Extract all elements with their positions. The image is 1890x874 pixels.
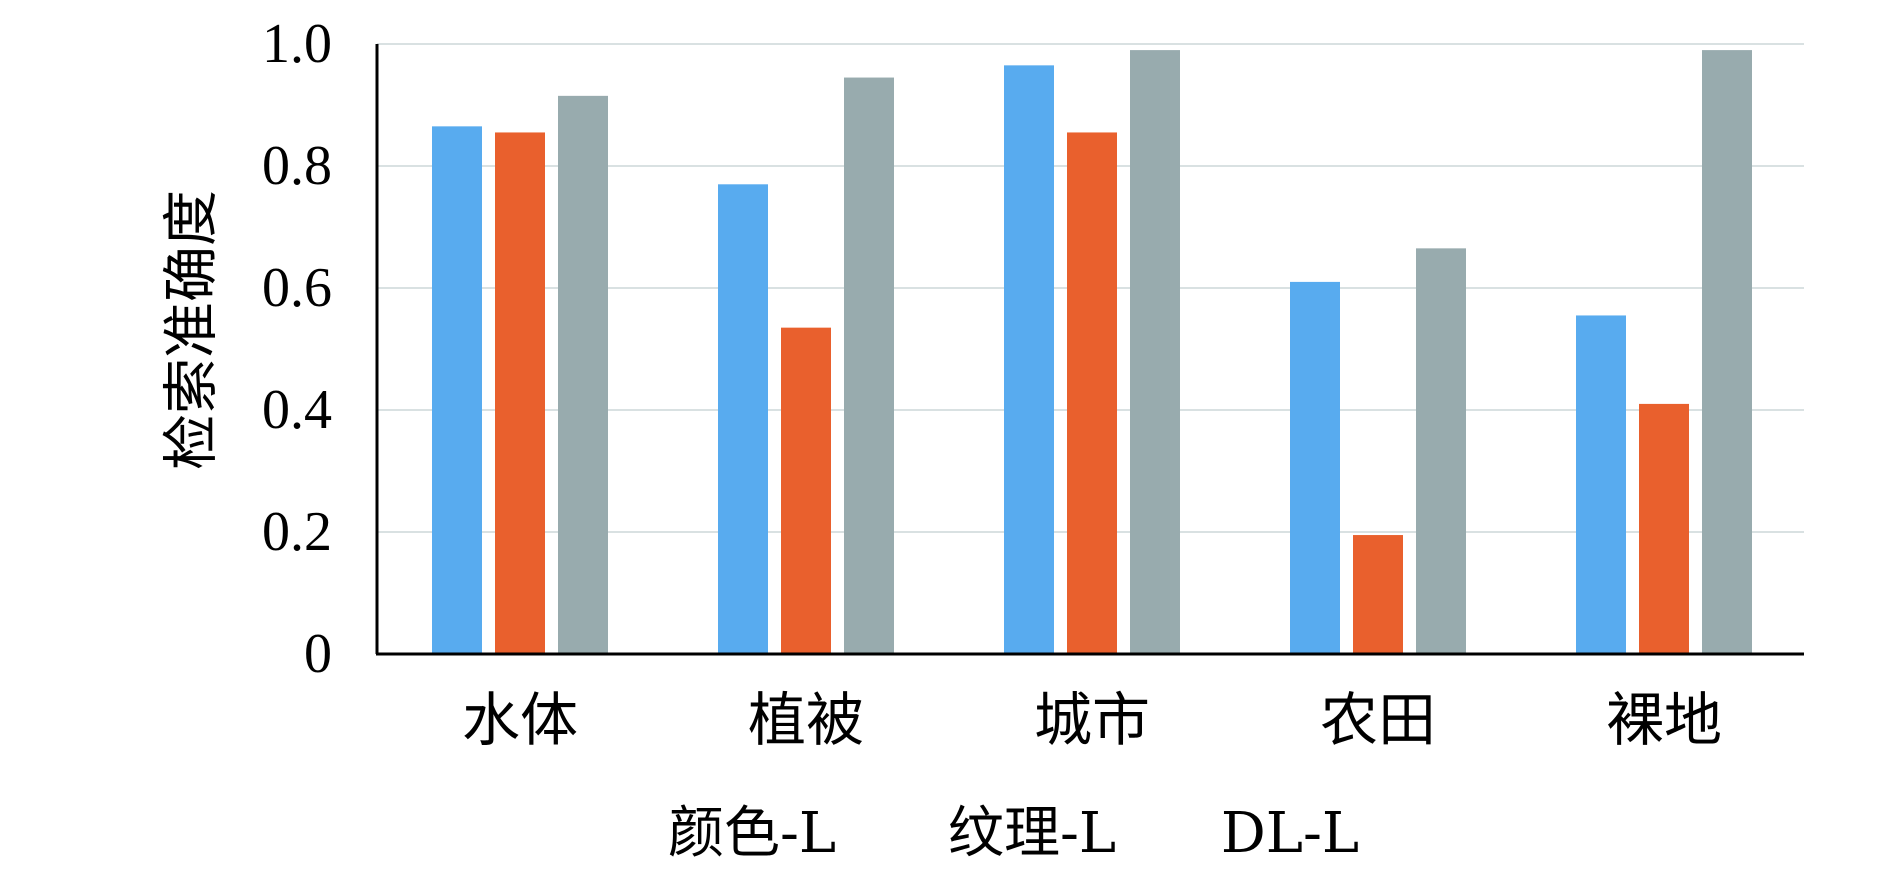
bar	[718, 184, 768, 655]
y-tick-label: 1.0	[262, 13, 332, 75]
x-tick-label: 农田	[1320, 686, 1436, 754]
bar	[1130, 50, 1180, 655]
y-axis-label: 检索准确度	[160, 190, 225, 470]
bar	[1290, 281, 1340, 654]
bar	[1067, 132, 1117, 654]
x-tick-label: 裸地	[1606, 686, 1722, 754]
y-tick-label: 0.2	[262, 501, 332, 563]
legend: 颜色-L 纹理-L DL-L	[668, 801, 1359, 866]
y-tick-label: 0.8	[262, 135, 332, 197]
y-tick-label: 0.6	[262, 257, 332, 319]
bar	[781, 327, 831, 654]
bar	[1353, 535, 1403, 654]
legend-entry: 颜色-L	[668, 801, 836, 866]
bar	[844, 77, 894, 655]
x-tick-labels: 水体 植被 城市 农田 裸地	[462, 686, 1722, 754]
bar	[432, 126, 482, 655]
y-tick-labels: 0 0.2 0.4 0.6 0.8 1.0	[262, 13, 332, 685]
x-tick-label: 城市	[1034, 686, 1150, 754]
legend-entry: DL-L	[1221, 801, 1359, 866]
bar	[1702, 50, 1752, 655]
bars	[432, 50, 1752, 655]
x-tick-label: 水体	[462, 686, 578, 754]
bar	[1576, 315, 1626, 654]
bar	[558, 95, 608, 655]
y-tick-label: 0.4	[262, 379, 332, 441]
bar	[495, 132, 545, 654]
axes	[375, 44, 1804, 656]
y-tick-label: 0	[304, 623, 332, 685]
bar	[1004, 65, 1054, 655]
x-tick-label: 植被	[748, 686, 864, 754]
bar	[1416, 248, 1466, 654]
bar	[1639, 403, 1689, 654]
legend-entry: 纹理-L	[948, 801, 1116, 866]
